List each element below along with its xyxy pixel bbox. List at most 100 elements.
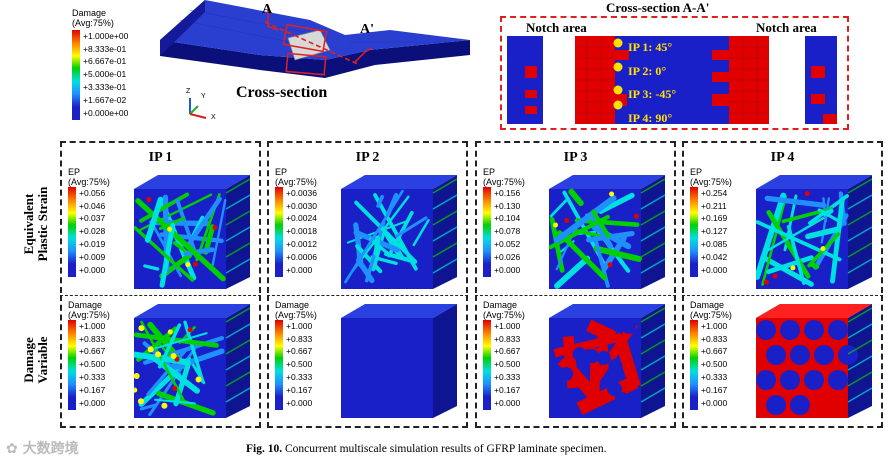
legend-swatch [72, 42, 80, 56]
ep-legend: EP (Avg:75%) +0.056 +0.046 +0.037 +0.028 +0.01… [68, 167, 110, 277]
ip-panel-damage: Damage (Avg:75%) +1.000 +0.833 +0.667 +0.500 +… [267, 295, 468, 428]
legend-value: +0.500 [494, 359, 521, 370]
ip-label-1: IP 1: 45° [628, 40, 673, 54]
legend-row: +0.000e+00 [72, 106, 128, 120]
legend-swatch [275, 212, 283, 226]
legend-value: +1.000 [286, 320, 313, 331]
legend-row: +0.500 [483, 358, 525, 372]
legend-row: +0.167 [275, 383, 317, 397]
damage-legend: Damage (Avg:75%) +1.000 +0.833 +0.667 +0.500 +… [275, 300, 317, 410]
legend-swatch [483, 225, 491, 239]
legend-row: +0.000 [275, 396, 317, 410]
legend-swatch [275, 358, 283, 372]
legend-value: +0.833 [701, 333, 728, 344]
legend-title: Damage [68, 300, 103, 310]
row-label-ep-text: Equivalent Plastic Strain [21, 186, 50, 262]
legend-swatch [690, 320, 698, 333]
legend-value: +0.052 [494, 239, 521, 250]
legend-row: +0.0012 [275, 238, 317, 251]
legend-row: +0.0036 [275, 187, 317, 200]
legend-swatch [690, 383, 698, 397]
legend-swatch [483, 320, 491, 333]
legend-value: +0.500 [79, 359, 106, 370]
legend-value: +0.000 [701, 397, 728, 408]
legend-value: +0.078 [494, 226, 521, 237]
ep-contour-cube [548, 173, 669, 298]
legend-swatch [483, 250, 491, 264]
legend-value: +0.026 [494, 251, 521, 262]
notch-area-right: Notch area [756, 20, 817, 35]
legend-swatch [483, 263, 491, 277]
legend-swatch [68, 250, 76, 264]
watermark-text: 大数跨境 [22, 441, 79, 457]
legend-value: +1.000 [494, 320, 521, 331]
legend-swatch [483, 371, 491, 384]
legend-value: +0.085 [701, 239, 728, 250]
legend-swatch [690, 396, 698, 410]
legend-swatch [690, 332, 698, 346]
legend-value: +1.000 [79, 320, 106, 331]
cross-section-box [500, 16, 849, 130]
legend-value: +5.000e-01 [83, 69, 127, 80]
legend-row: +0.333 [483, 371, 525, 384]
label-a: A [262, 2, 273, 17]
legend-value: +0.667 [79, 346, 106, 357]
ip-panel-damage: Damage (Avg:75%) +1.000 +0.833 +0.667 +0.500 +… [60, 295, 261, 428]
ep-contour-cube [133, 173, 254, 298]
legend-row: +0.169 [690, 212, 732, 226]
legend-swatch [483, 345, 491, 359]
legend-swatch [68, 371, 76, 384]
legend-swatch [275, 199, 283, 213]
legend-swatch [690, 250, 698, 264]
damage-contour-cube [549, 302, 669, 427]
legend-value: +0.167 [701, 384, 728, 395]
ip-label-3: IP 3: -45° [628, 87, 677, 101]
legend-value: +0.042 [701, 251, 728, 262]
legend-value: +0.0036 [286, 187, 317, 198]
legend-swatch [68, 199, 76, 213]
legend-value: +0.0024 [286, 213, 317, 224]
ip-panel-ep: IP 4 EP (Avg:75%) +0.254 +0.211 +0.169 +0.127 +… [682, 141, 883, 293]
legend-swatch [690, 199, 698, 213]
legend-subtitle: (Avg:75%) [275, 310, 317, 320]
legend-row: +0.052 [483, 238, 525, 251]
legend-row: +0.127 [690, 225, 732, 239]
legend-value: +1.667e-02 [83, 94, 127, 105]
ep-contour-cube [754, 173, 876, 298]
legend-swatch [690, 263, 698, 277]
axis-y-label: Y [201, 93, 206, 100]
ep-legend: EP (Avg:75%) +0.254 +0.211 +0.169 +0.127 +0.08… [690, 167, 732, 277]
ip-panel-damage: Damage (Avg:75%) +1.000 +0.833 +0.667 +0.500 +… [682, 295, 883, 428]
caption-text: Concurrent multiscale simulation results… [284, 443, 607, 455]
legend-row: +0.130 [483, 199, 525, 213]
legend-row: +0.667 [690, 345, 732, 359]
legend-row: +1.000e+00 [72, 30, 128, 43]
legend-row: +0.0030 [275, 199, 317, 213]
damage-legend: Damage (Avg:75%) +1.000 +0.833 +0.667 +0.500 +… [483, 300, 525, 410]
legend-row: +0.667 [483, 345, 525, 359]
legend-subtitle: (Avg:75%) [483, 177, 525, 187]
legend-value: +0.046 [79, 200, 106, 211]
legend-value: +0.167 [79, 384, 106, 395]
legend-value: +6.667e-01 [83, 56, 127, 67]
legend-swatch [483, 358, 491, 372]
legend-value: +0.000 [286, 397, 313, 408]
legend-value: +0.211 [701, 200, 727, 211]
legend-value: +0.000 [701, 264, 728, 275]
legend-swatch [483, 383, 491, 397]
legend-row: +0.000 [690, 263, 732, 277]
legend-value: +0.127 [701, 226, 728, 237]
legend-subtitle: (Avg:75%) [68, 310, 110, 320]
legend-row: +0.056 [68, 187, 110, 200]
damage-contour-cube [131, 302, 254, 427]
legend-value: +0.000 [79, 264, 106, 275]
legend-value: +0.833 [494, 333, 521, 344]
legend-value: +0.0012 [286, 239, 317, 250]
legend-title: EP [690, 167, 703, 177]
axis-x-label: X [211, 114, 216, 121]
legend-swatch [72, 81, 80, 94]
legend-subtitle: (Avg:75%) [690, 177, 732, 187]
legend-row: +0.019 [68, 238, 110, 251]
legend-swatch [275, 345, 283, 359]
legend-swatch [68, 320, 76, 333]
